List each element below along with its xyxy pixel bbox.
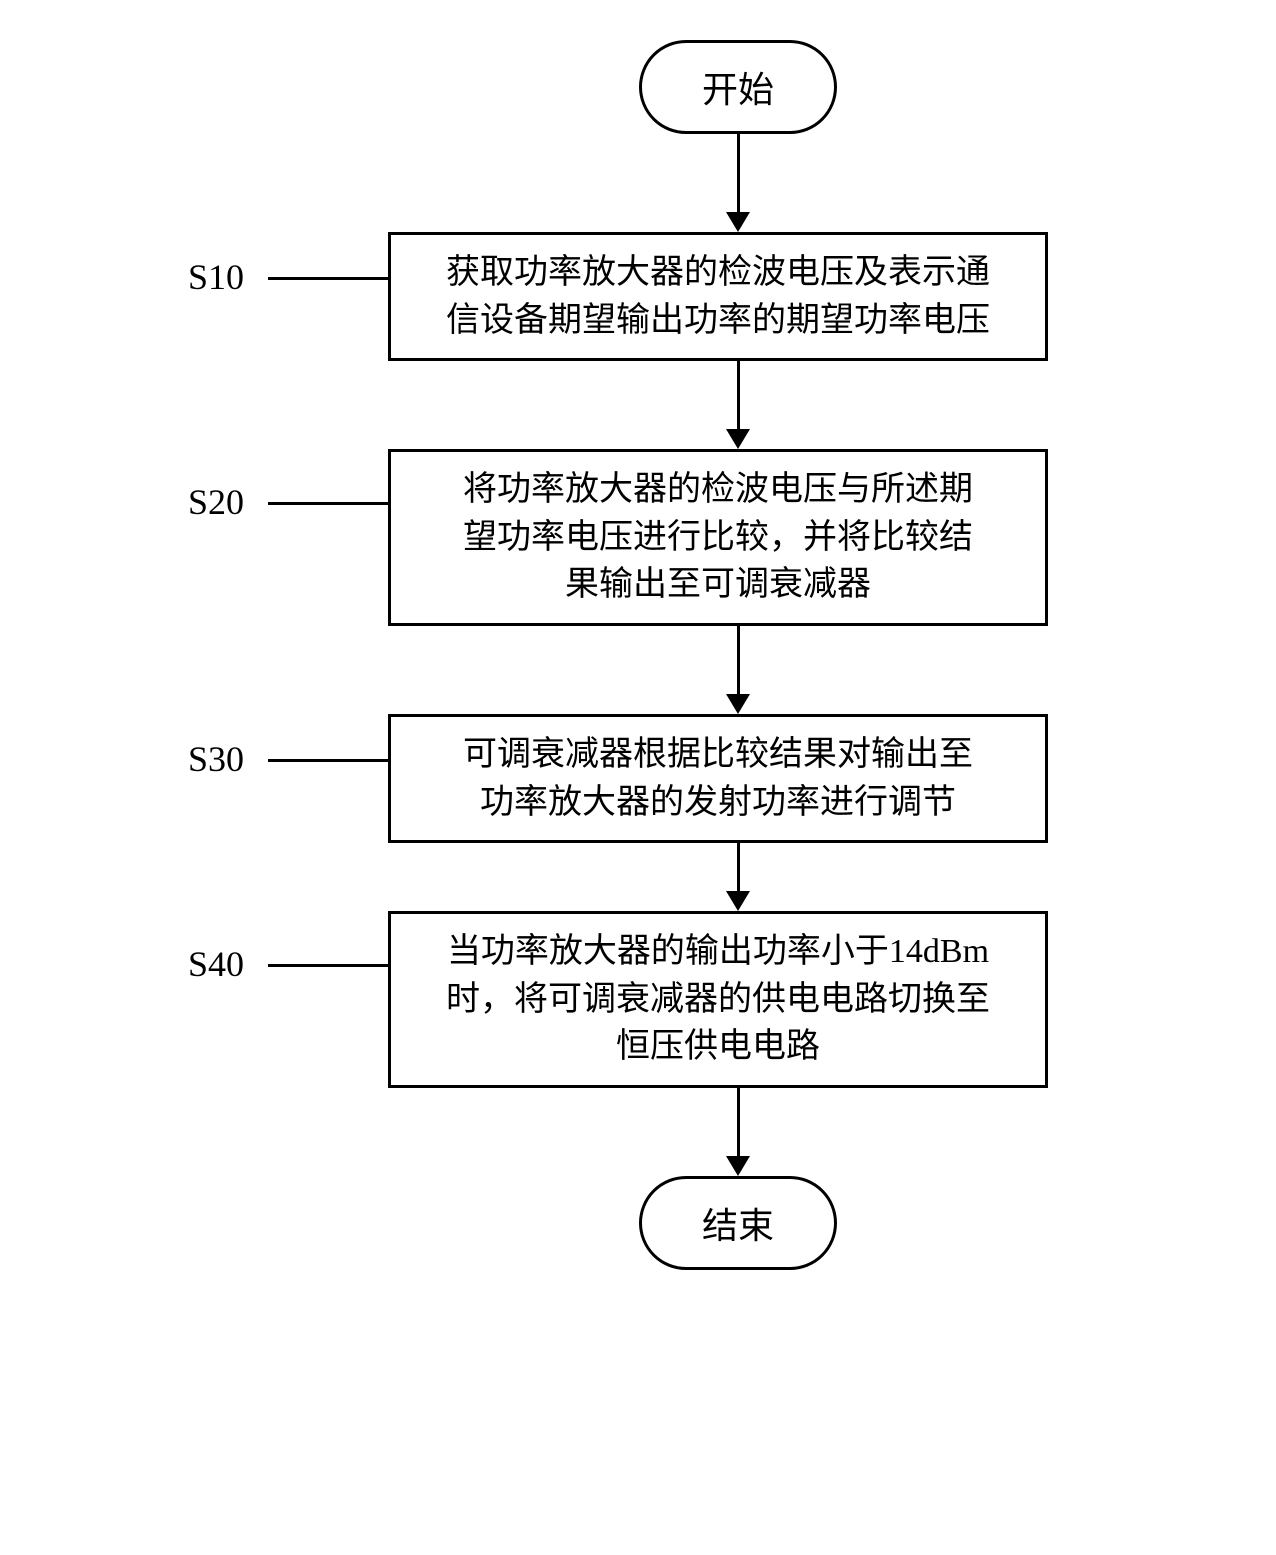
end-label: 结束	[702, 1206, 774, 1246]
step-s40-connector	[268, 964, 388, 967]
end-terminator: 结束	[639, 1176, 837, 1270]
step-s20-label: S20	[188, 481, 244, 523]
step-s20-text3: 果输出至可调衰减器	[411, 561, 1025, 609]
arrow-head	[726, 891, 750, 911]
arrow-before-end	[726, 1088, 750, 1176]
step-s40-box: 当功率放大器的输出功率小于14dBm 时，将可调衰减器的供电电路切换至 恒压供电…	[388, 911, 1048, 1088]
arrow-s30-s40	[726, 843, 750, 911]
step-s30-connector	[268, 759, 388, 762]
step-s40-text1: 当功率放大器的输出功率小于14dBm	[411, 928, 1025, 976]
step-s40-text2: 时，将可调衰减器的供电电路切换至	[411, 976, 1025, 1024]
step-s10-row: S10 获取功率放大器的检波电压及表示通 信设备期望输出功率的期望功率电压	[188, 232, 1088, 361]
arrow-head	[726, 694, 750, 714]
arrow-line	[737, 843, 740, 893]
arrow-s20-s30	[726, 626, 750, 714]
step-s30-text2: 功率放大器的发射功率进行调节	[411, 779, 1025, 827]
arrow-s10-s20	[726, 361, 750, 449]
arrow-line	[737, 134, 740, 214]
step-s20-text1: 将功率放大器的检波电压与所述期	[411, 466, 1025, 514]
step-s10-text2: 信设备期望输出功率的期望功率电压	[411, 297, 1025, 345]
step-s30-text1: 可调衰减器根据比较结果对输出至	[411, 731, 1025, 779]
step-s10-label: S10	[188, 256, 244, 298]
step-s40-label: S40	[188, 943, 244, 985]
step-s10-box: 获取功率放大器的检波电压及表示通 信设备期望输出功率的期望功率电压	[388, 232, 1048, 361]
step-s30-box: 可调衰减器根据比较结果对输出至 功率放大器的发射功率进行调节	[388, 714, 1048, 843]
arrow-line	[737, 1088, 740, 1158]
arrow-head	[726, 429, 750, 449]
arrow-head	[726, 1156, 750, 1176]
step-s40-text3: 恒压供电电路	[411, 1023, 1025, 1071]
flowchart-container: 开始 S10 获取功率放大器的检波电压及表示通 信设备期望输出功率的期望功率电压…	[188, 40, 1088, 1270]
step-s40-row: S40 当功率放大器的输出功率小于14dBm 时，将可调衰减器的供电电路切换至 …	[188, 911, 1088, 1088]
step-s20-box: 将功率放大器的检波电压与所述期 望功率电压进行比较，并将比较结 果输出至可调衰减…	[388, 449, 1048, 626]
start-terminator: 开始	[639, 40, 837, 134]
step-s30-row: S30 可调衰减器根据比较结果对输出至 功率放大器的发射功率进行调节	[188, 714, 1088, 843]
arrow-line	[737, 626, 740, 696]
arrow-head	[726, 212, 750, 232]
step-s20-text2: 望功率电压进行比较，并将比较结	[411, 514, 1025, 562]
step-s10-connector	[268, 277, 388, 280]
start-label: 开始	[702, 70, 774, 110]
arrow-after-start	[726, 134, 750, 232]
step-s20-connector	[268, 502, 388, 505]
step-s20-row: S20 将功率放大器的检波电压与所述期 望功率电压进行比较，并将比较结 果输出至…	[188, 449, 1088, 626]
arrow-line	[737, 361, 740, 431]
step-s30-label: S30	[188, 738, 244, 780]
step-s10-text1: 获取功率放大器的检波电压及表示通	[411, 249, 1025, 297]
